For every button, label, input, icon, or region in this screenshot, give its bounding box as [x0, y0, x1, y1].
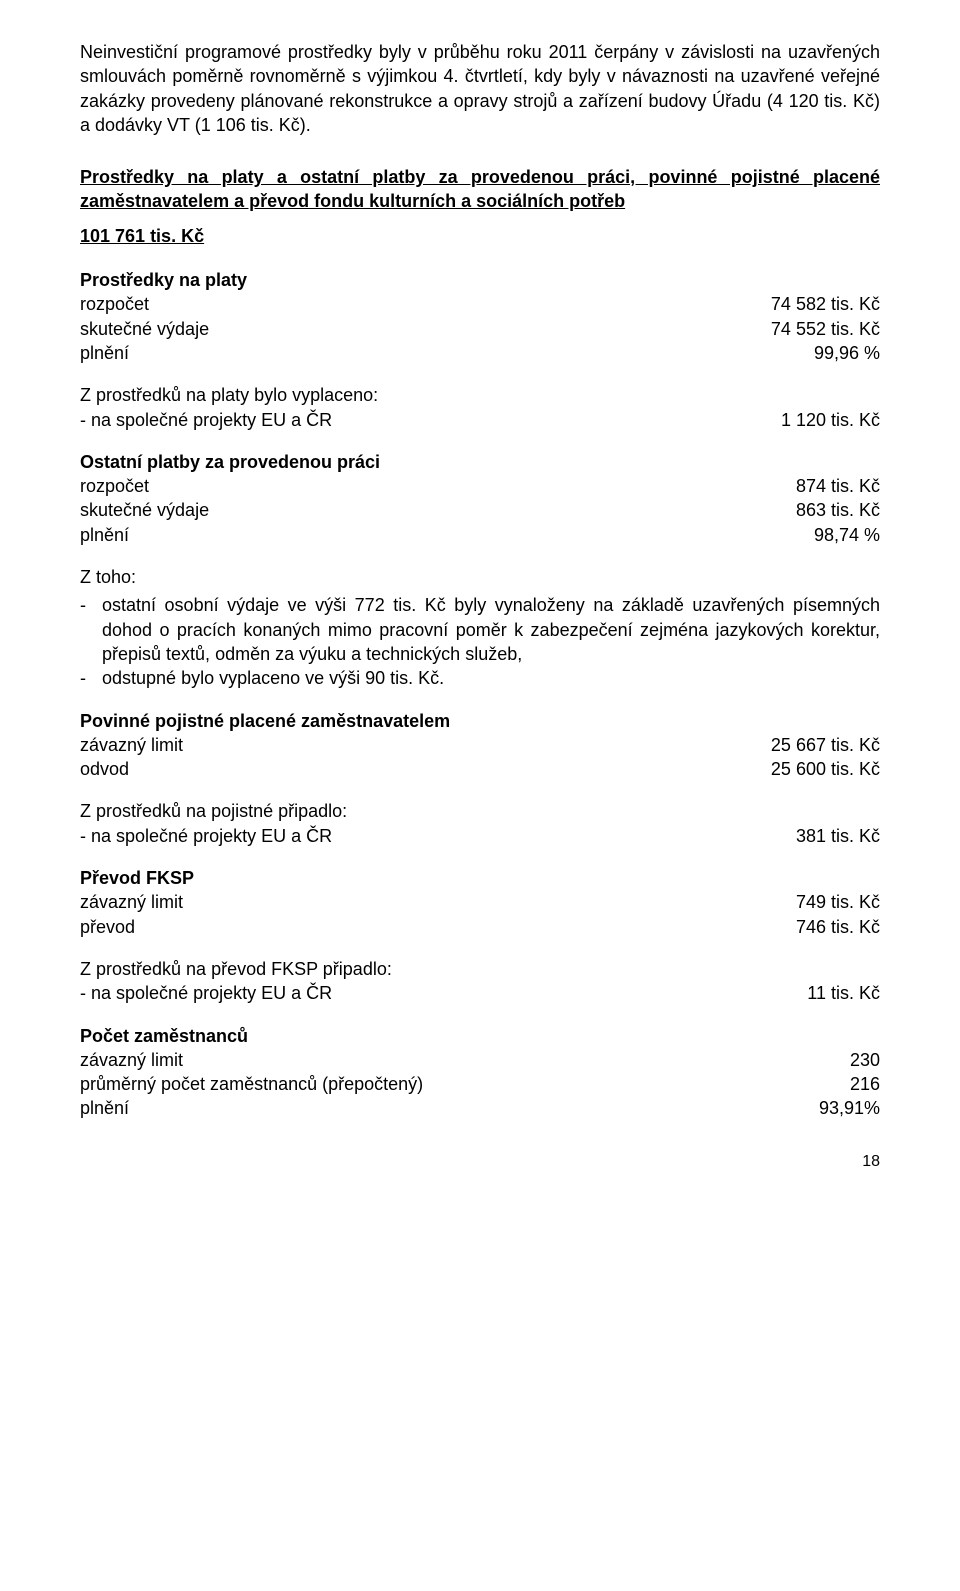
ostatni-skutecne-value: 863 tis. Kč	[680, 498, 880, 522]
platy-rozpocet-row: rozpočet 74 582 tis. Kč	[80, 292, 880, 316]
ztoho-label: Z toho:	[80, 565, 880, 589]
platy-vyplaceno-intro: Z prostředků na platy bylo vyplaceno:	[80, 383, 880, 407]
page-number: 18	[80, 1151, 880, 1173]
pojistne-pripadlo-value: 381 tis. Kč	[680, 824, 880, 848]
fksp-pripadlo-block: Z prostředků na převod FKSP připadlo: - …	[80, 957, 880, 1006]
fksp-block: Převod FKSP závazný limit 749 tis. Kč př…	[80, 866, 880, 939]
platy-skutecne-value: 74 552 tis. Kč	[680, 317, 880, 341]
platy-plneni-label: plnění	[80, 341, 680, 365]
ostatni-title: Ostatní platby za provedenou práci	[80, 450, 880, 474]
pojistne-odvod-row: odvod 25 600 tis. Kč	[80, 757, 880, 781]
zamestnanci-limit-row: závazný limit 230	[80, 1048, 880, 1072]
platy-block: Prostředky na platy rozpočet 74 582 tis.…	[80, 268, 880, 365]
zamestnanci-prumer-value: 216	[680, 1072, 880, 1096]
ostatni-plneni-value: 98,74 %	[680, 523, 880, 547]
dash-icon: -	[80, 593, 102, 666]
pojistne-limit-label: závazný limit	[80, 733, 680, 757]
ztoho-block: Z toho: - ostatní osobní výdaje ve výši …	[80, 565, 880, 690]
platy-rozpocet-value: 74 582 tis. Kč	[680, 292, 880, 316]
ostatni-skutecne-row: skutečné výdaje 863 tis. Kč	[80, 498, 880, 522]
platy-vyplaceno-row: - na společné projekty EU a ČR 1 120 tis…	[80, 408, 880, 432]
pojistne-odvod-value: 25 600 tis. Kč	[680, 757, 880, 781]
platy-skutecne-row: skutečné výdaje 74 552 tis. Kč	[80, 317, 880, 341]
zamestnanci-prumer-label: průměrný počet zaměstnanců (přepočtený)	[80, 1072, 680, 1096]
zamestnanci-prumer-row: průměrný počet zaměstnanců (přepočtený) …	[80, 1072, 880, 1096]
fksp-pripadlo-intro: Z prostředků na převod FKSP připadlo:	[80, 957, 880, 981]
ztoho-bullet-1-text: ostatní osobní výdaje ve výši 772 tis. K…	[102, 593, 880, 666]
ostatni-rozpocet-value: 874 tis. Kč	[680, 474, 880, 498]
platy-vyplaceno-label: - na společné projekty EU a ČR	[80, 408, 680, 432]
pojistne-pripadlo-intro: Z prostředků na pojistné připadlo:	[80, 799, 880, 823]
intro-paragraph: Neinvestiční programové prostředky byly …	[80, 40, 880, 137]
platy-vyplaceno-value: 1 120 tis. Kč	[680, 408, 880, 432]
fksp-limit-value: 749 tis. Kč	[680, 890, 880, 914]
fksp-prevod-value: 746 tis. Kč	[680, 915, 880, 939]
ztoho-bullet-2: - odstupné bylo vyplaceno ve výši 90 tis…	[80, 666, 880, 690]
pojistne-odvod-label: odvod	[80, 757, 680, 781]
zamestnanci-title: Počet zaměstnanců	[80, 1024, 880, 1048]
fksp-pripadlo-row: - na společné projekty EU a ČR 11 tis. K…	[80, 981, 880, 1005]
ztoho-bullet-2-text: odstupné bylo vyplaceno ve výši 90 tis. …	[102, 666, 880, 690]
fksp-pripadlo-value: 11 tis. Kč	[680, 981, 880, 1005]
platy-plneni-row: plnění 99,96 %	[80, 341, 880, 365]
platy-rozpocet-label: rozpočet	[80, 292, 680, 316]
ostatni-plneni-label: plnění	[80, 523, 680, 547]
ostatni-skutecne-label: skutečné výdaje	[80, 498, 680, 522]
dash-icon: -	[80, 666, 102, 690]
zamestnanci-plneni-row: plnění 93,91%	[80, 1096, 880, 1120]
platy-title: Prostředky na platy	[80, 268, 880, 292]
ztoho-bullet-1: - ostatní osobní výdaje ve výši 772 tis.…	[80, 593, 880, 666]
zamestnanci-block: Počet zaměstnanců závazný limit 230 prům…	[80, 1024, 880, 1121]
zamestnanci-limit-value: 230	[680, 1048, 880, 1072]
fksp-limit-row: závazný limit 749 tis. Kč	[80, 890, 880, 914]
platy-vyplaceno-block: Z prostředků na platy bylo vyplaceno: - …	[80, 383, 880, 432]
pojistne-title: Povinné pojistné placené zaměstnavatelem	[80, 709, 880, 733]
ostatni-plneni-row: plnění 98,74 %	[80, 523, 880, 547]
fksp-limit-label: závazný limit	[80, 890, 680, 914]
document-page: Neinvestiční programové prostředky byly …	[0, 0, 960, 1591]
ostatni-rozpocet-label: rozpočet	[80, 474, 680, 498]
ostatni-block: Ostatní platby za provedenou práci rozpo…	[80, 450, 880, 547]
pojistne-limit-value: 25 667 tis. Kč	[680, 733, 880, 757]
platy-skutecne-label: skutečné výdaje	[80, 317, 680, 341]
fksp-pripadlo-label: - na společné projekty EU a ČR	[80, 981, 680, 1005]
ostatni-rozpocet-row: rozpočet 874 tis. Kč	[80, 474, 880, 498]
platy-plneni-value: 99,96 %	[680, 341, 880, 365]
zamestnanci-limit-label: závazný limit	[80, 1048, 680, 1072]
fksp-title: Převod FKSP	[80, 866, 880, 890]
pojistne-pripadlo-label: - na společné projekty EU a ČR	[80, 824, 680, 848]
zamestnanci-plneni-value: 93,91%	[680, 1096, 880, 1120]
section-title: Prostředky na platy a ostatní platby za …	[80, 165, 880, 214]
fksp-prevod-label: převod	[80, 915, 680, 939]
pojistne-limit-row: závazný limit 25 667 tis. Kč	[80, 733, 880, 757]
pojistne-pripadlo-row: - na společné projekty EU a ČR 381 tis. …	[80, 824, 880, 848]
section-amount: 101 761 tis. Kč	[80, 224, 880, 248]
pojistne-block: Povinné pojistné placené zaměstnavatelem…	[80, 709, 880, 782]
zamestnanci-plneni-label: plnění	[80, 1096, 680, 1120]
fksp-prevod-row: převod 746 tis. Kč	[80, 915, 880, 939]
pojistne-pripadlo-block: Z prostředků na pojistné připadlo: - na …	[80, 799, 880, 848]
